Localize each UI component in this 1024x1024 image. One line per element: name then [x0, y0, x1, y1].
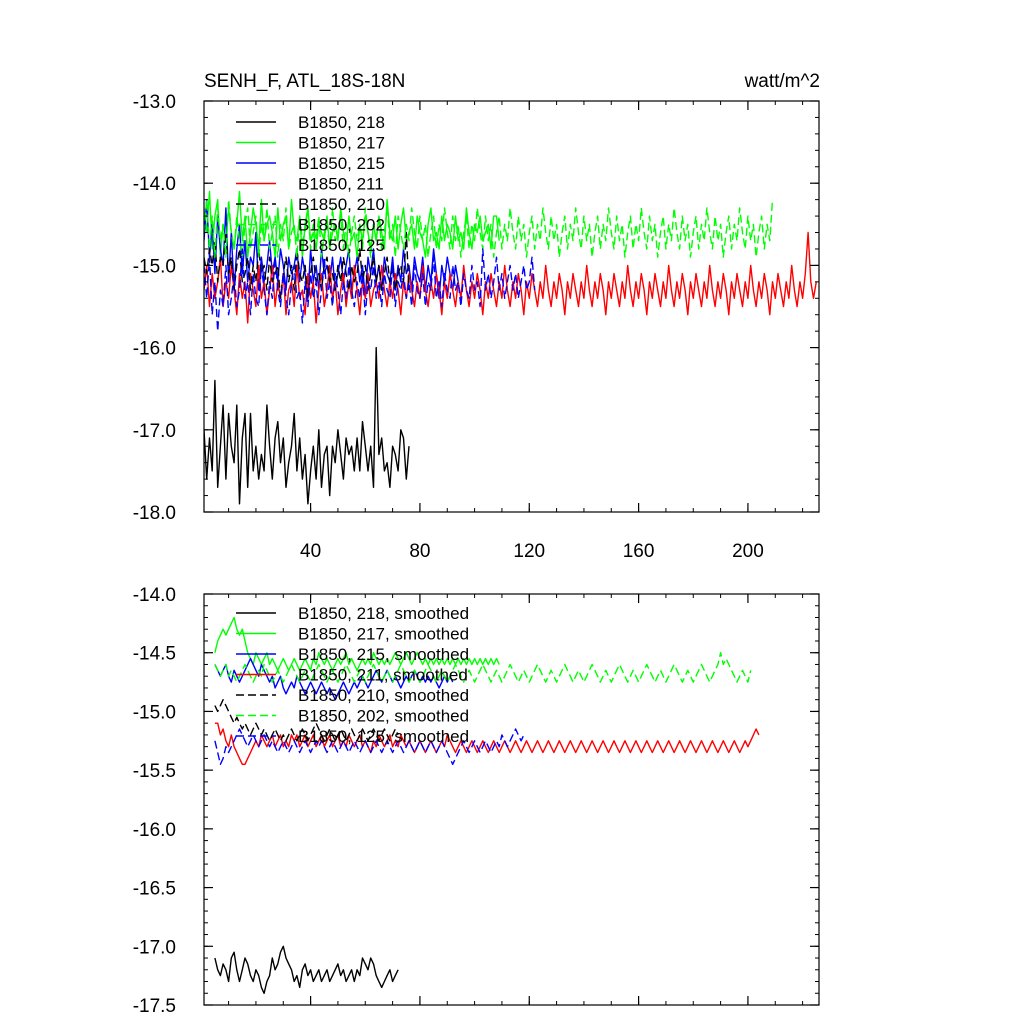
top-series-line-1 [204, 346, 410, 505]
top-legend-label-1: B1850, 218 [298, 113, 385, 132]
bottom-ytick-label: -14.0 [133, 585, 176, 606]
top-legend-label-5: B1850, 210 [298, 195, 385, 214]
top-ytick-label: -17.0 [133, 421, 176, 442]
top-xtick-label: 80 [409, 541, 430, 562]
bottom-series-line-2 [214, 616, 500, 671]
top-series-line-4 [204, 231, 817, 324]
top-xtick-label: 160 [623, 541, 655, 562]
top-series-line-5 [204, 231, 410, 299]
bottom-legend: B1850, 218, smoothed B1850, 217, smoothed… [236, 604, 469, 746]
bottom-legend-label-6: B1850, 202, smoothed [298, 707, 469, 726]
top-panel: -18.0 -17.0 -16.0 -15.0 -14.0 -13.0 40 80 120 160… [133, 92, 820, 562]
bottom-ytick-label: -17.0 [133, 937, 176, 958]
bottom-series-line-6 [214, 652, 752, 683]
bottom-legend-label-3: B1850, 215, smoothed [298, 645, 469, 664]
bottom-series-line-5 [214, 699, 399, 742]
bottom-legend-label-7: B1850, 125, smoothed [298, 727, 469, 746]
bottom-series-line-1 [214, 945, 399, 994]
top-legend-label-4: B1850, 211 [298, 175, 384, 194]
top-series-line-2 [204, 190, 500, 258]
top-ytick-label: -16.0 [133, 339, 176, 360]
top-xtick-label: 40 [300, 541, 321, 562]
top-xtick-label: 120 [513, 541, 545, 562]
bottom-ticks: -17.5 -17.0 -16.5 -16.0 -15.5 -15.0 -14.5 -14.0 [133, 585, 819, 1017]
top-ticks: -18.0 -17.0 -16.0 -15.0 -14.0 -13.0 40 80 120 160… [133, 92, 819, 562]
top-ytick-label: -14.0 [133, 174, 176, 195]
bottom-legend-label-1: B1850, 218, smoothed [298, 604, 469, 623]
bottom-legend-label-4: B1850, 211, smoothed [298, 666, 468, 685]
top-plot-frame [203, 100, 820, 513]
bottom-panel: -17.5 -17.0 -16.5 -16.0 -15.5 -15.0 -14.5 -14.0… [133, 585, 820, 1017]
bottom-ytick-label: -16.0 [133, 820, 176, 841]
bottom-ytick-label: -15.5 [133, 761, 176, 782]
bottom-series-line-4 [214, 722, 760, 765]
bottom-plot-frame [203, 593, 820, 1006]
bottom-ytick-label: -16.5 [133, 879, 176, 900]
units-label: watt/m^2 [744, 71, 820, 92]
top-series-line-6 [204, 198, 774, 258]
top-legend-label-3: B1850, 215 [298, 154, 385, 173]
bottom-ytick-label: -17.5 [133, 996, 176, 1017]
bottom-ytick-label: -15.0 [133, 702, 176, 723]
chart-title: SENH_F, ATL_18S-18N [204, 71, 405, 92]
top-legend-label-2: B1850, 217 [298, 134, 385, 153]
bottom-series-layer [214, 616, 760, 994]
top-legend-label-6: B1850, 202 [298, 216, 385, 235]
top-series-line-7 [204, 248, 536, 332]
top-legend-label-7: B1850, 125 [298, 236, 385, 255]
top-ytick-label: -15.0 [133, 256, 176, 277]
bottom-ytick-label: -14.5 [133, 644, 176, 665]
bottom-legend-label-2: B1850, 217, smoothed [298, 625, 469, 644]
bottom-legend-label-5: B1850, 210, smoothed [298, 686, 469, 705]
top-series-layer [204, 190, 817, 505]
top-ytick-label: -13.0 [133, 92, 176, 113]
top-ytick-label: -18.0 [133, 503, 176, 524]
top-xtick-label: 200 [732, 541, 764, 562]
bottom-series-line-7 [214, 728, 525, 765]
